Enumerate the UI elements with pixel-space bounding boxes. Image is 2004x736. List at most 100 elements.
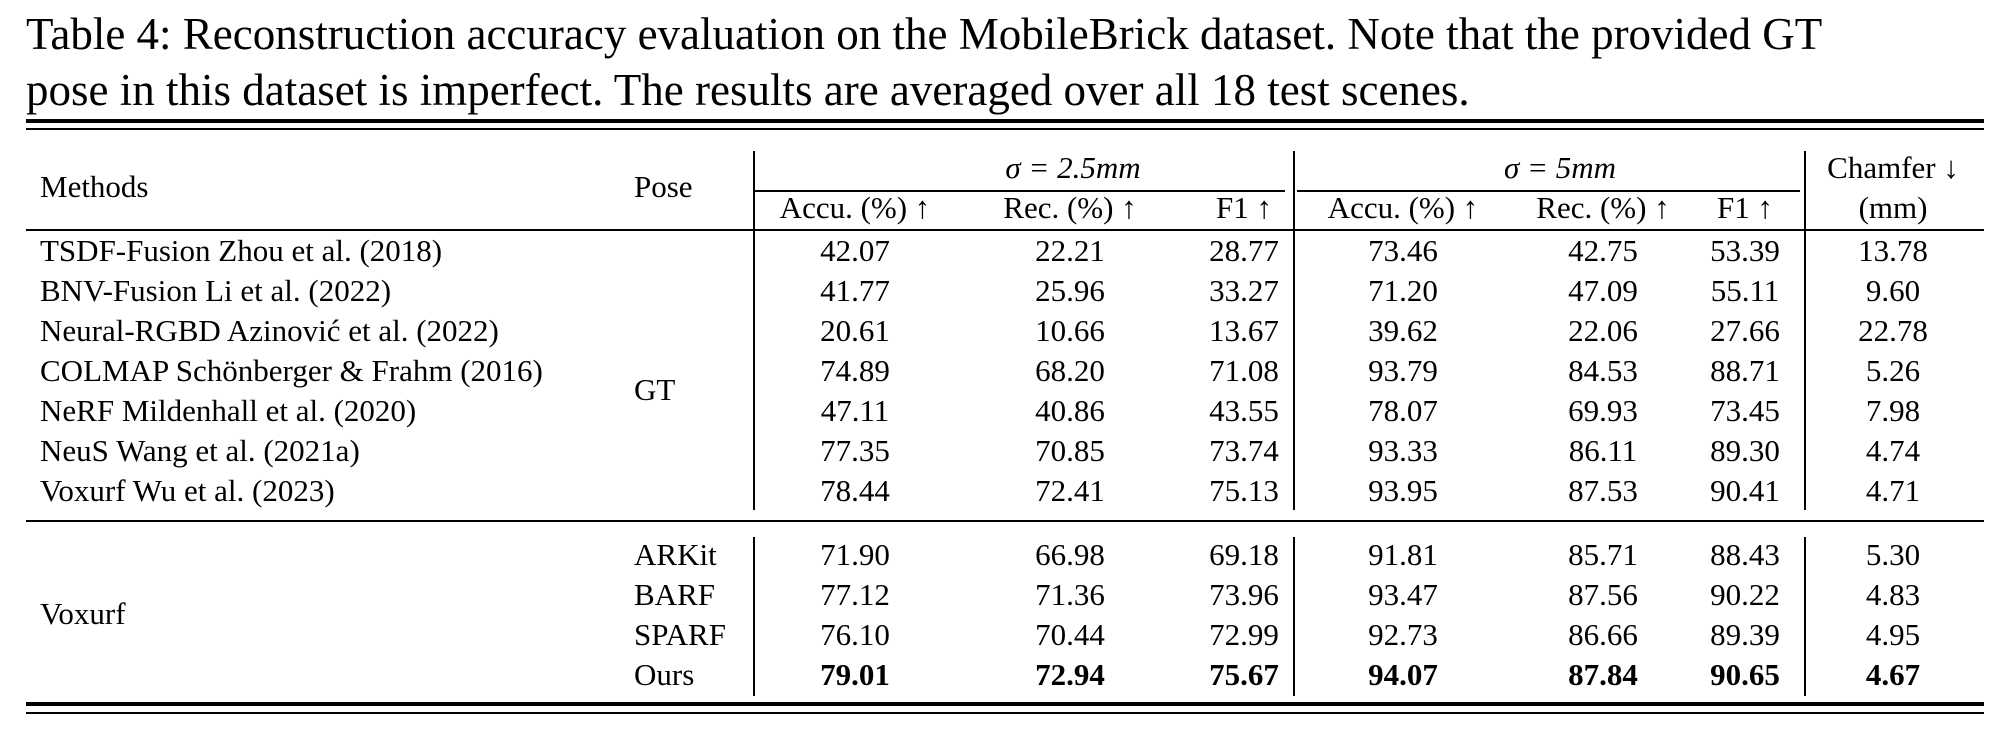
table-cell: 71.90 [820, 537, 890, 572]
method-name: TSDF-Fusion Zhou et al. (2018) [40, 233, 443, 268]
table-cell: 22.21 [1035, 233, 1105, 268]
vline-1a [753, 151, 755, 510]
block-rule [26, 520, 1984, 522]
table-cell: 73.96 [1209, 577, 1279, 612]
table-cell: 27.66 [1710, 313, 1780, 348]
table-cell: 69.93 [1568, 393, 1638, 428]
pose-name: SPARF [634, 617, 726, 652]
table-cell: 7.98 [1865, 393, 1921, 428]
table-cell: 77.12 [820, 577, 890, 612]
table-cell: 22.78 [1858, 313, 1928, 348]
group2-cmidrule [1297, 190, 1800, 192]
method-name: Neural-RGBD Azinović et al. (2022) [40, 313, 499, 348]
table-cell: 4.74 [1865, 433, 1921, 468]
table-cell: 73.74 [1209, 433, 1279, 468]
table-cell: 4.67 [1865, 657, 1921, 692]
table-cell: 20.61 [820, 313, 890, 348]
table-caption: Table 4: Reconstruction accuracy evaluat… [26, 6, 2001, 118]
col-header: Accu. (%) ↑ [779, 190, 931, 225]
vline-3b [1804, 537, 1806, 696]
col-header: F1 ↑ [1216, 190, 1272, 225]
table-cell: 53.39 [1710, 233, 1780, 268]
table-cell: 79.01 [820, 657, 890, 692]
table-cell: 5.30 [1865, 537, 1921, 572]
col-header: Rec. (%) ↑ [1003, 190, 1137, 225]
table-cell: 47.11 [820, 393, 890, 428]
table-cell: 90.65 [1710, 657, 1780, 692]
caption-line-1: Table 4: Reconstruction accuracy evaluat… [26, 9, 1823, 59]
method-name: Voxurf Wu et al. (2023) [40, 473, 335, 508]
header-rule [26, 229, 1984, 231]
col-header: Rec. (%) ↑ [1536, 190, 1670, 225]
bottom-rule-2 [26, 712, 1984, 714]
table-cell: 71.36 [1035, 577, 1105, 612]
top-rule-2 [26, 128, 1984, 130]
header-sigma-2-5: σ = 2.5mm [1005, 150, 1141, 185]
method-name: NeRF Mildenhall et al. (2020) [40, 393, 417, 428]
table-cell: 93.95 [1368, 473, 1438, 508]
vline-2b [1293, 537, 1295, 696]
group1-cmidrule [755, 190, 1285, 192]
table-cell: 86.66 [1568, 617, 1638, 652]
method-name: BNV-Fusion Li et al. (2022) [40, 273, 392, 308]
col-header: Accu. (%) ↑ [1327, 190, 1479, 225]
table-cell: 72.41 [1035, 473, 1105, 508]
header-chamfer: Chamfer ↓ [1827, 150, 1959, 185]
pose-name: BARF [634, 577, 715, 612]
table-cell: 4.83 [1865, 577, 1921, 612]
method-name: NeuS Wang et al. (2021a) [40, 433, 360, 468]
table-cell: 69.18 [1209, 537, 1279, 572]
table-cell: 75.67 [1209, 657, 1279, 692]
table-cell: 13.78 [1858, 233, 1928, 268]
table-cell: 84.53 [1568, 353, 1638, 388]
table-cell: 4.71 [1865, 473, 1921, 508]
table-cell: 85.71 [1568, 537, 1638, 572]
table-cell: 93.33 [1368, 433, 1438, 468]
table-cell: 4.95 [1865, 617, 1921, 652]
table-cell: 42.07 [820, 233, 890, 268]
col-header: F1 ↑ [1717, 190, 1773, 225]
pose-name: Ours [634, 657, 695, 692]
table-cell: 90.22 [1710, 577, 1780, 612]
table-cell: 91.81 [1368, 537, 1438, 572]
table-cell: 88.71 [1710, 353, 1780, 388]
table-cell: 71.20 [1368, 273, 1438, 308]
table-cell: 9.60 [1865, 273, 1921, 308]
table-cell: 41.77 [820, 273, 890, 308]
table-cell: 73.45 [1710, 393, 1780, 428]
table-cell: 74.89 [820, 353, 890, 388]
table-cell: 93.47 [1368, 577, 1438, 612]
caption-line-2: pose in this dataset is imperfect. The r… [26, 65, 1470, 115]
table-cell: 72.99 [1209, 617, 1279, 652]
header-chamfer-unit: (mm) [1858, 190, 1928, 225]
header-sigma-5: σ = 5mm [1504, 150, 1616, 185]
table-cell: 77.35 [820, 433, 890, 468]
table-cell: 39.62 [1368, 313, 1438, 348]
table-cell: 89.39 [1710, 617, 1780, 652]
table-cell: 25.96 [1035, 273, 1105, 308]
bottom-rule-1 [26, 702, 1984, 706]
table-cell: 71.08 [1209, 353, 1279, 388]
header-methods: Methods [40, 169, 149, 204]
table-cell: 68.20 [1035, 353, 1105, 388]
table-cell: 22.06 [1568, 313, 1638, 348]
table-cell: 28.77 [1209, 233, 1279, 268]
table-cell: 94.07 [1368, 657, 1438, 692]
table-cell: 55.11 [1710, 273, 1780, 308]
table-cell: 40.86 [1035, 393, 1105, 428]
table-cell: 5.26 [1865, 353, 1921, 388]
table-cell: 93.79 [1368, 353, 1438, 388]
vline-1b [753, 537, 755, 696]
pose-gt: GT [634, 372, 676, 407]
table-cell: 87.53 [1568, 473, 1638, 508]
table-cell: 75.13 [1209, 473, 1279, 508]
table-cell: 70.85 [1035, 433, 1105, 468]
table-cell: 76.10 [820, 617, 890, 652]
table-cell: 87.84 [1568, 657, 1638, 692]
table-cell: 47.09 [1568, 273, 1638, 308]
header-pose: Pose [634, 169, 693, 204]
table-cell: 13.67 [1209, 313, 1279, 348]
table-cell: 87.56 [1568, 577, 1638, 612]
table-cell: 42.75 [1568, 233, 1638, 268]
table-cell: 89.30 [1710, 433, 1780, 468]
